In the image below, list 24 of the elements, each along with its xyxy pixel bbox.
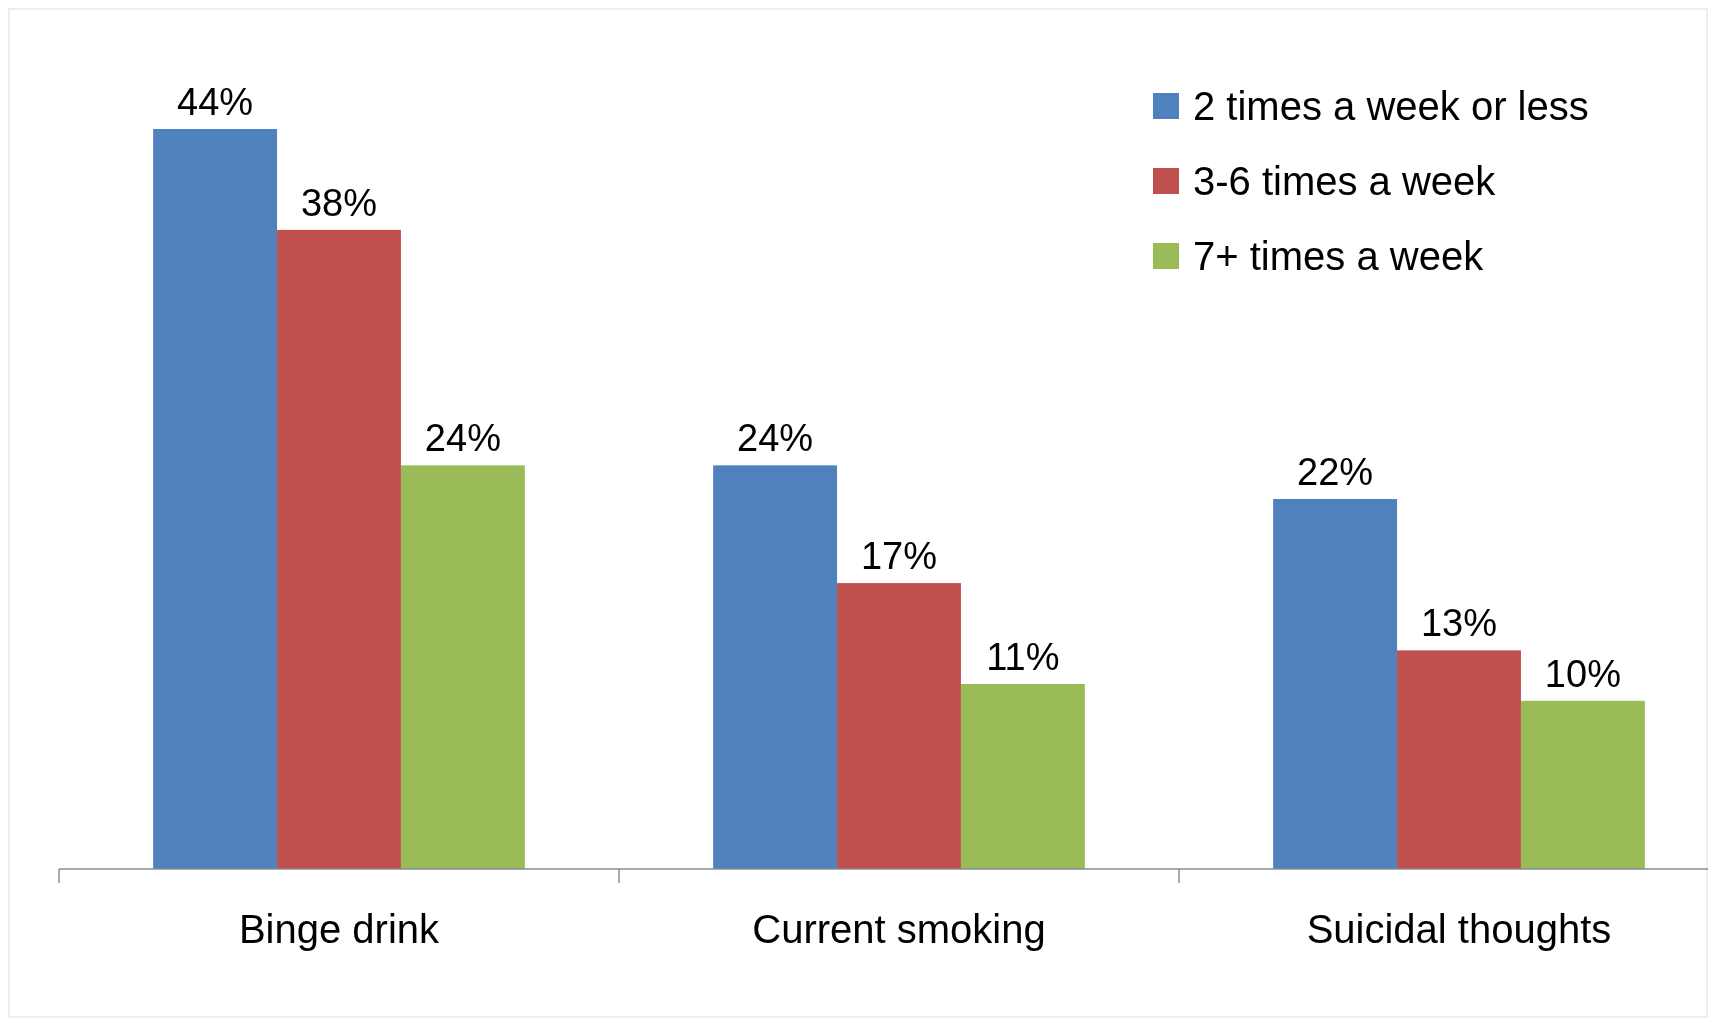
data-label: 13% (1420, 602, 1498, 645)
data-label: 24% (737, 417, 814, 460)
data-label: 11% (986, 636, 1060, 678)
legend-label: 7+ times a week (1193, 234, 1485, 278)
data-label: 17% (860, 535, 938, 578)
bar (1397, 650, 1521, 869)
data-label: 24% (424, 417, 501, 460)
data-label: 10% (1544, 652, 1621, 695)
x-tick-label: Suicidal thoughts (1306, 907, 1612, 951)
x-tick-label: Current smoking (752, 907, 1046, 951)
bar (837, 583, 961, 869)
bar (277, 229, 401, 869)
data-label: 38% (300, 181, 378, 224)
x-tick-label: Binge drink (238, 907, 441, 951)
legend-label: 3-6 times a week (1193, 159, 1497, 203)
bar (153, 129, 278, 869)
data-label: 22% (1297, 451, 1374, 493)
legend-label: 2 times a week or less (1193, 84, 1589, 128)
bar (960, 684, 1085, 869)
bar (400, 465, 525, 869)
data-label: 44% (177, 81, 254, 123)
bar (713, 465, 838, 869)
bar (1273, 499, 1398, 869)
bar (1520, 700, 1645, 869)
